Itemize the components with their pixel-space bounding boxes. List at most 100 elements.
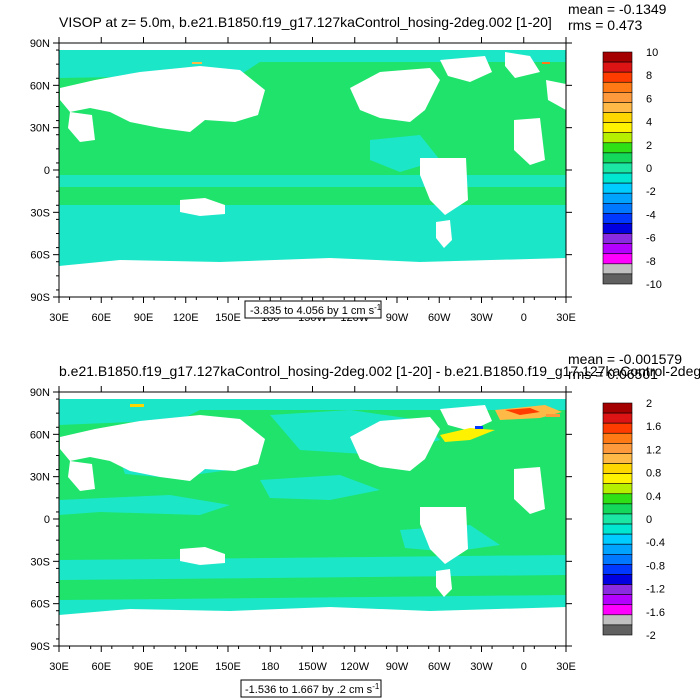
colorbar-swatch: [602, 182, 633, 194]
colorbar-label: 0: [646, 514, 652, 526]
colorbar-swatch: [602, 61, 633, 73]
panel-2-lon-axis: 30E 60E 90E 120E 150E 180 150W 120W 90W 60W 30W 0 30…: [49, 386, 576, 673]
panel-1: VISOP at z= 5.0m, b.e21.B1850.f19_g17.12…: [30, 1, 667, 324]
lon-tick-label: 120E: [173, 312, 199, 324]
colorbar-swatch: [602, 243, 633, 255]
panel-2: b.e21.B1850.f19_g17.127kaControl_hosing-…: [30, 351, 700, 698]
lon-tick-label: 120W: [340, 661, 369, 673]
colorbar-label: -10: [646, 279, 662, 291]
colorbar-swatch: [602, 412, 633, 424]
lat-tick-label: 30S: [30, 207, 50, 219]
colorbar-label: 1.6: [646, 421, 661, 433]
lat-tick-label: 60S: [30, 599, 50, 611]
lat-tick-label: 30S: [30, 556, 50, 568]
lat-tick-label: 90N: [30, 387, 50, 399]
colorbar-swatch: [602, 402, 633, 414]
panel-2-range-box: [240, 679, 382, 698]
lat-tick-label: 30N: [30, 123, 50, 135]
lon-tick-label: 0: [521, 312, 527, 324]
colorbar-swatch: [602, 533, 633, 545]
colorbar-label: 1.2: [646, 444, 661, 456]
colorbar-label: 8: [646, 70, 652, 82]
colorbar-label: -4: [646, 209, 656, 221]
lon-tick-label: 120E: [173, 661, 199, 673]
colorbar-swatch: [602, 273, 633, 285]
lat-tick-label: 90S: [30, 292, 50, 304]
lon-tick-label: 90E: [134, 661, 154, 673]
lon-tick-label: 150W: [298, 661, 327, 673]
colorbar-swatch: [602, 422, 633, 434]
lon-tick-label: 150E: [215, 312, 241, 324]
lat-tick-label: 0: [44, 165, 50, 177]
colorbar-swatch: [602, 473, 633, 484]
colorbar-swatch: [602, 92, 633, 103]
lon-tick-label: 30E: [49, 312, 69, 324]
panel-2-range-note: -1.536 to 1.667 by .2 cm s-1: [245, 682, 380, 696]
colorbar-swatch: [602, 71, 633, 83]
colorbar-swatch: [602, 213, 633, 224]
lon-tick-label: 60W: [428, 312, 451, 324]
panel-2-lat-axis: 90N 60N 30N 0 30S 60S 90S: [30, 387, 572, 653]
lat-tick-label: 60N: [30, 429, 50, 441]
colorbar-swatch: [602, 574, 633, 585]
colorbar-swatch: [602, 192, 633, 204]
colorbar-label: 6: [646, 93, 652, 105]
panel-1-colorbar: 10 8 6 4 2 0 -2 -4 -6 -8 -10: [602, 47, 662, 291]
colorbar-swatch: [602, 453, 633, 464]
colorbar-swatch: [602, 81, 633, 93]
lon-tick-label: 30E: [556, 312, 576, 324]
colorbar-swatch: [602, 554, 633, 565]
colorbar-swatch: [602, 523, 633, 535]
colorbar-swatch: [602, 233, 633, 244]
colorbar-label: -0.4: [646, 537, 665, 549]
panel-2-colorbar: 2 1.6 1.2 0.8 0.4 0 -0.4 -0.8 -1.2 -1.6 -2: [602, 398, 665, 642]
lat-tick-label: 90N: [30, 38, 50, 50]
colorbar-swatch: [602, 493, 633, 505]
colorbar-swatch: [602, 483, 633, 495]
colorbar-swatch: [602, 203, 633, 214]
colorbar-swatch: [602, 432, 633, 444]
lon-tick-label: 150E: [215, 661, 241, 673]
lat-tick-label: 0: [44, 514, 50, 526]
colorbar-label: 0.4: [646, 491, 661, 503]
panel-2-title: b.e21.B1850.f19_g17.127kaControl_hosing-…: [59, 363, 700, 379]
panel-1-rms: rms = 0.473: [568, 17, 643, 33]
colorbar-swatch: [602, 142, 633, 154]
colorbar-swatch: [602, 624, 633, 636]
colorbar-swatch: [602, 162, 633, 174]
colorbar-label: -2: [646, 630, 656, 642]
colorbar-label: 0.8: [646, 468, 661, 480]
colorbar-swatch: [602, 543, 633, 555]
lon-tick-label: 60W: [428, 661, 451, 673]
colorbar-swatch: [602, 443, 633, 454]
colorbar-swatch: [602, 102, 633, 113]
panel-1-range-box: [244, 300, 382, 319]
lon-tick-label: 0: [521, 661, 527, 673]
lat-tick-label: 30N: [30, 472, 50, 484]
panel-1-mean: mean = -0.1349: [568, 1, 667, 17]
colorbar-swatch: [602, 152, 633, 164]
colorbar-swatch: [602, 112, 633, 123]
lon-tick-label: 90E: [134, 312, 154, 324]
colorbar-swatch: [602, 604, 633, 616]
colorbar-label: -6: [646, 233, 656, 245]
lon-tick-label: 30E: [49, 661, 69, 673]
lon-tick-label: 180: [261, 661, 279, 673]
colorbar-label: -2: [646, 186, 656, 198]
panel-2-map: [59, 392, 566, 646]
lon-tick-label: 30W: [470, 312, 493, 324]
colorbar-label: -8: [646, 256, 656, 268]
colorbar-label: 10: [646, 47, 658, 59]
lat-tick-label: 60N: [30, 80, 50, 92]
colorbar-label: 2: [646, 398, 652, 410]
lon-tick-label: 90W: [386, 661, 409, 673]
colorbar-swatch: [602, 614, 633, 626]
colorbar-swatch: [602, 584, 633, 595]
colorbar-swatch: [602, 172, 633, 184]
colorbar-label: -0.8: [646, 560, 665, 572]
colorbar-swatch: [602, 253, 633, 265]
lat-tick-label: 60S: [30, 250, 50, 262]
colorbar-swatch: [602, 122, 633, 133]
lon-tick-label: 30W: [470, 661, 493, 673]
